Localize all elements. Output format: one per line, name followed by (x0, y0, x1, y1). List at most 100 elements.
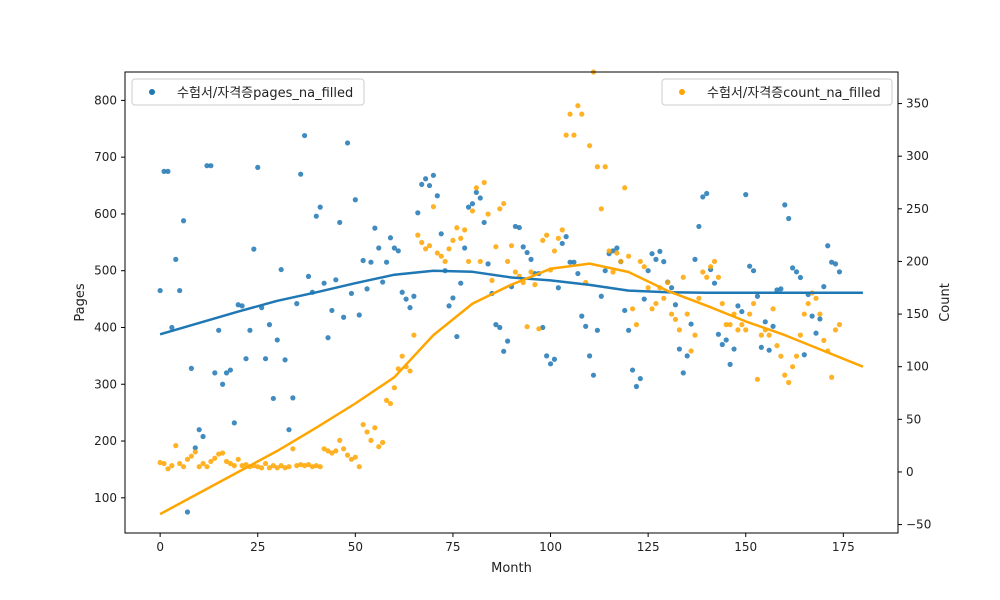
pages-point (575, 270, 581, 277)
count-point (704, 274, 710, 280)
pages-point (501, 348, 507, 354)
pages-point (465, 204, 472, 210)
count-point (723, 322, 729, 328)
count-point (754, 376, 761, 382)
count-point (614, 250, 620, 256)
count-point (797, 332, 803, 338)
count-point (368, 437, 374, 443)
count-point (399, 353, 405, 359)
count-point (450, 237, 456, 244)
count-point (352, 454, 358, 460)
count-point (789, 364, 796, 370)
count-point (220, 450, 226, 456)
pages-point (516, 224, 522, 231)
count-point (618, 258, 624, 265)
pages-point (321, 280, 327, 286)
y-right-tick-label: −50 (906, 518, 931, 532)
count-point (555, 235, 561, 241)
count-point (462, 227, 468, 233)
count-point (173, 443, 179, 449)
count-point (465, 258, 472, 265)
count-point (177, 460, 183, 467)
pages-point (216, 327, 222, 333)
count-point (231, 463, 237, 469)
count-point (208, 458, 214, 465)
count-point (551, 248, 558, 254)
legend-count-marker (679, 89, 685, 95)
pages-point (579, 313, 585, 319)
pages-point (200, 433, 206, 440)
pages-point (223, 370, 230, 376)
pages-point (661, 259, 667, 265)
count-point (415, 232, 421, 238)
count-point (419, 239, 425, 246)
count-point (423, 246, 429, 252)
count-point (380, 439, 386, 446)
pages-point (450, 295, 456, 301)
pages-point (196, 427, 202, 433)
y-left-tick-label: 300 (94, 377, 117, 391)
pages-point (462, 245, 468, 251)
pages-point (184, 509, 191, 515)
count-point (629, 306, 636, 312)
legend-pages-box (131, 78, 365, 106)
pages-point (696, 223, 702, 230)
count-point (458, 235, 464, 241)
count-point (567, 111, 573, 117)
pages-point (333, 277, 339, 283)
pages-point (528, 256, 534, 262)
axes-frame (124, 71, 899, 534)
pages-point (294, 301, 300, 307)
x-tick-label: 175 (832, 540, 855, 554)
count-point (532, 282, 538, 288)
pages-point (454, 333, 460, 340)
count-point (672, 316, 679, 322)
count-point (204, 464, 210, 470)
count-point (391, 385, 397, 391)
pages-point (192, 445, 198, 451)
pages-point (672, 302, 679, 308)
count-point (559, 227, 565, 233)
count-point (337, 437, 343, 443)
count-point (266, 465, 273, 471)
pages-point (547, 361, 554, 367)
y-right-tick-label: 350 (906, 97, 929, 111)
pages-point (473, 189, 479, 195)
count-point (598, 206, 604, 212)
pages-point (793, 269, 800, 275)
count-point (715, 274, 722, 280)
count-point (821, 337, 827, 343)
pages-point (251, 246, 257, 252)
count-point (239, 463, 245, 469)
pages-point (602, 268, 608, 274)
pages-point (594, 327, 600, 333)
pages-point (485, 261, 491, 267)
count-point (501, 200, 507, 207)
pages-point (754, 293, 761, 299)
pages-point (626, 327, 632, 333)
count-point (184, 456, 191, 462)
count-point (497, 206, 503, 212)
legend-pages: 수험서/자격증pages_na_filled (131, 78, 365, 106)
pages-point (282, 357, 288, 363)
pages-point (419, 181, 425, 188)
pages-point (481, 219, 487, 226)
pages-point (657, 248, 663, 255)
y-right-tick-label: 300 (906, 149, 929, 163)
plot-area (157, 69, 864, 516)
pages-point (403, 296, 409, 302)
count-point (805, 300, 811, 307)
count-point (801, 311, 807, 317)
x-tick-label: 150 (734, 540, 757, 554)
count-point (544, 232, 550, 238)
count-point (274, 465, 280, 471)
count-point (364, 429, 370, 435)
pages-point (684, 353, 690, 359)
pages-point (301, 132, 308, 139)
pages-point (829, 259, 835, 265)
count-point (313, 463, 319, 469)
pages-point (641, 296, 647, 302)
pages-point (727, 361, 733, 367)
y-axis-left-label: Pages (73, 283, 88, 321)
